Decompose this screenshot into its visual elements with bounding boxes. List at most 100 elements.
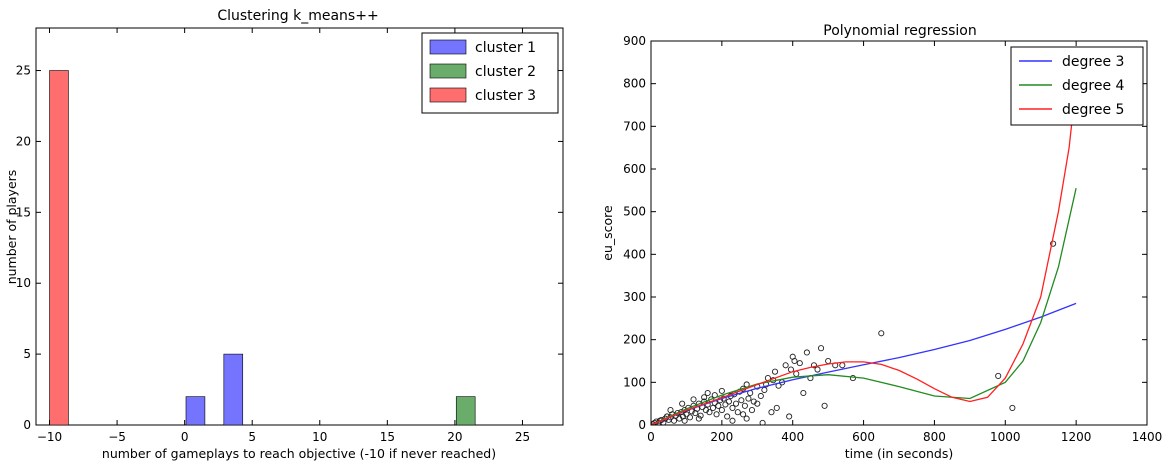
plot-area — [35, 27, 564, 426]
series-line — [651, 83, 1077, 425]
scatter-point — [740, 411, 747, 418]
y-tick-label: 200 — [623, 333, 646, 347]
series-line — [651, 302, 1077, 425]
scatter-point — [681, 417, 688, 424]
y-tick-label: 700 — [623, 119, 646, 133]
clustering-chart: Clustering k_means++ −10 −5 0 5 10 15 20 25 0 5 1… — [4, 8, 564, 461]
scatter-point — [786, 413, 793, 420]
series-line — [651, 188, 1077, 425]
legend-label: cluster 1 — [475, 40, 536, 56]
scatter-point — [704, 389, 711, 397]
scatter-point — [667, 407, 674, 414]
scatter-point — [725, 398, 732, 405]
scatter-point — [773, 404, 780, 411]
scatter-point — [706, 409, 713, 416]
regression-chart: Polynomial regression 0 200 400 600 800 1000 1… — [600, 23, 1162, 461]
y-axis-label: number of players — [4, 170, 19, 285]
plot-area — [650, 40, 1148, 426]
scatter-point — [839, 362, 846, 369]
scatter-point — [768, 409, 775, 416]
legend-swatch — [429, 63, 467, 79]
y-tick-label: 0 — [23, 418, 31, 432]
x-tick-label: 600 — [852, 430, 875, 444]
y-tick-label: 100 — [623, 375, 646, 389]
scatter-point — [759, 419, 766, 425]
scatter-point — [771, 368, 779, 375]
scatter-point — [825, 357, 832, 365]
scatter-point — [697, 412, 704, 419]
x-tick-label: 1000 — [990, 430, 1021, 444]
scatter-point — [729, 404, 736, 411]
legend: degree 3 degree 4 degree 5 — [1010, 46, 1144, 126]
legend-label: degree 4 — [1062, 78, 1125, 94]
legend-swatch — [429, 87, 467, 103]
scatter-point — [734, 409, 741, 416]
scatter-point — [732, 400, 740, 407]
x-tick-label: 800 — [923, 430, 946, 444]
scatter-point — [800, 389, 807, 397]
legend-label: cluster 2 — [475, 64, 536, 80]
scatter-point — [683, 411, 690, 418]
x-tick-label: −5 — [108, 430, 126, 444]
scatter-point — [757, 392, 764, 400]
x-tick-label: 20 — [447, 430, 462, 444]
scatter-point — [1009, 404, 1016, 411]
chart-title: Clustering k_means++ — [217, 8, 378, 24]
scatter-point — [793, 370, 800, 377]
scatter-point — [782, 362, 789, 369]
scatter-point — [724, 413, 731, 420]
scatter-point — [718, 407, 725, 414]
x-tick-label: −10 — [37, 430, 62, 444]
scatter-point — [729, 417, 736, 424]
scatter-point — [743, 415, 750, 422]
scatter-point — [791, 357, 798, 365]
scatter-point — [878, 330, 885, 337]
x-tick-label: 200 — [710, 430, 733, 444]
legend-label: degree 3 — [1062, 54, 1124, 70]
x-tick-label: 1200 — [1061, 430, 1092, 444]
y-tick-label: 25 — [16, 64, 31, 78]
scatter-point — [810, 362, 818, 369]
legend-swatch — [429, 39, 467, 55]
scatter-point — [803, 349, 810, 356]
scatter-point — [821, 402, 828, 409]
x-tick-label: 25 — [515, 430, 530, 444]
scatter-point — [738, 397, 745, 404]
scatter-point — [995, 372, 1002, 379]
bar — [185, 396, 206, 426]
scatter-point — [695, 415, 702, 422]
y-tick-label: 15 — [16, 205, 31, 219]
scatter-point — [670, 417, 678, 424]
scatter-point — [718, 387, 725, 394]
x-tick-label: 5 — [248, 430, 256, 444]
legend-box — [1010, 46, 1144, 126]
scatter-point — [748, 407, 756, 414]
bar — [455, 396, 476, 426]
legend: cluster 1 cluster 2 cluster 3 — [421, 32, 559, 114]
x-axis-label: time (in seconds) — [845, 446, 953, 461]
y-tick-label: 600 — [623, 162, 646, 176]
legend-label: degree 5 — [1062, 102, 1124, 118]
x-tick-label: 0 — [647, 430, 655, 444]
x-tick-label: 10 — [312, 430, 327, 444]
x-tick-label: 1400 — [1132, 430, 1163, 444]
scatter-point — [686, 414, 694, 421]
scatter-point — [701, 394, 708, 401]
scatter-point — [745, 395, 752, 402]
y-tick-label: 800 — [623, 77, 646, 91]
x-tick-label: 400 — [781, 430, 804, 444]
scatter-point — [818, 345, 825, 352]
scatter-point — [741, 402, 748, 409]
x-axis-label: number of gameplays to reach objective (… — [102, 446, 496, 461]
scatter-point — [722, 401, 729, 408]
scatter-point — [713, 411, 720, 418]
legend-label: cluster 3 — [475, 88, 536, 104]
scatter-point — [679, 400, 686, 407]
y-tick-label: 20 — [16, 134, 31, 148]
scatter-point — [715, 402, 722, 409]
scatter-point — [761, 386, 768, 394]
scatter-point — [690, 396, 697, 403]
x-tick-label: 15 — [380, 430, 395, 444]
scatter-point — [754, 400, 761, 407]
